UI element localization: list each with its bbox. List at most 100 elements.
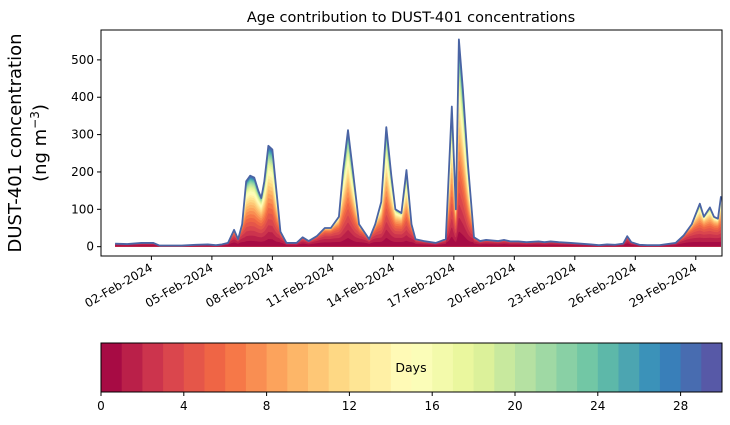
colorbar-tick-label: 28	[673, 399, 688, 413]
age-band-14	[115, 100, 721, 247]
total-series	[115, 38, 722, 247]
colorbar-swatch	[473, 343, 495, 392]
colorbar-swatch	[597, 343, 619, 392]
colorbar-tick-label: 0	[97, 399, 105, 413]
y-tick-label: 500	[71, 53, 94, 67]
colorbar-swatch	[266, 343, 288, 392]
age-band-17	[115, 85, 721, 247]
age-band-0	[115, 231, 721, 247]
age-band-layers	[115, 46, 721, 247]
colorbar-swatch	[535, 343, 557, 392]
age-band-22	[115, 65, 721, 247]
y-axis-label-line2: (ng m−3)	[28, 104, 51, 182]
x-tick-label: 08-Feb-2024	[203, 260, 276, 310]
colorbar-swatch	[370, 343, 392, 392]
x-tick-label: 20-Feb-2024	[445, 260, 518, 310]
colorbar-swatch	[494, 343, 516, 392]
age-band-4	[115, 181, 721, 247]
x-axis: 02-Feb-202405-Feb-202408-Feb-202411-Feb-…	[82, 256, 699, 310]
x-tick-label: 26-Feb-2024	[566, 260, 639, 310]
age-band-23	[115, 62, 721, 247]
colorbar-swatch	[287, 343, 309, 392]
colorbar-swatch	[411, 343, 433, 392]
y-tick-label: 0	[86, 240, 94, 254]
colorbar	[101, 343, 723, 392]
age-band-24	[115, 59, 721, 247]
colorbar-label: Days	[395, 360, 426, 375]
y-axis-label-unit: (ng m	[30, 129, 51, 182]
colorbar-swatch	[183, 343, 205, 392]
age-band-5	[115, 170, 721, 247]
colorbar-swatch	[349, 343, 371, 392]
age-band-28	[115, 49, 721, 247]
y-axis-label-close: )	[30, 104, 51, 111]
colorbar-tick-label: 8	[263, 399, 271, 413]
y-tick-label: 300	[71, 128, 94, 142]
age-band-25	[115, 56, 721, 247]
colorbar-swatch	[245, 343, 267, 392]
age-band-10	[115, 126, 721, 247]
colorbar-swatch	[639, 343, 661, 392]
colorbar-swatch	[225, 343, 247, 392]
x-tick-label: 14-Feb-2024	[324, 260, 397, 310]
y-axis-label: DUST-401 concentration (ng m−3)	[5, 33, 51, 252]
age-band-18	[115, 80, 721, 247]
age-band-15	[115, 95, 721, 247]
colorbar-tick-label: 20	[507, 399, 522, 413]
age-band-21	[115, 68, 721, 247]
colorbar-swatch	[452, 343, 474, 392]
colorbar-tick-label: 12	[342, 399, 357, 413]
age-band-29	[115, 46, 721, 247]
age-band-3	[115, 192, 721, 247]
colorbar-swatch	[163, 343, 185, 392]
colorbar-frame	[100, 342, 723, 393]
age-band-27	[115, 51, 721, 247]
age-band-13	[115, 106, 721, 247]
colorbar-tick-label: 24	[590, 399, 605, 413]
colorbar-swatch	[659, 343, 681, 392]
age-band-7	[115, 151, 721, 247]
age-band-16	[115, 90, 721, 247]
plot-frame	[100, 29, 723, 257]
colorbar-swatch	[680, 343, 702, 392]
x-tick-label: 11-Feb-2024	[264, 260, 337, 310]
colorbar-swatch	[390, 343, 412, 392]
x-tick-label: 17-Feb-2024	[385, 260, 458, 310]
colorbar-swatch	[204, 343, 226, 392]
y-tick-label: 200	[71, 165, 94, 179]
age-band-1	[115, 217, 721, 247]
x-tick-label: 02-Feb-2024	[82, 260, 155, 310]
colorbar-swatch	[142, 343, 164, 392]
colorbar-swatch	[618, 343, 640, 392]
colorbar-swatch	[432, 343, 454, 392]
colorbar-tick-label: 4	[180, 399, 188, 413]
colorbar-swatch	[121, 343, 143, 392]
x-tick-label: 23-Feb-2024	[506, 260, 579, 310]
age-band-11	[115, 119, 721, 247]
age-band-19	[115, 76, 721, 247]
y-axis-label-unit-exponent: −3	[28, 111, 42, 129]
x-tick-label: 29-Feb-2024	[627, 260, 700, 310]
age-band-12	[115, 112, 721, 247]
age-band-8	[115, 142, 721, 247]
colorbar-swatch	[515, 343, 537, 392]
x-tick-label: 05-Feb-2024	[143, 260, 216, 310]
colorbar-swatch	[577, 343, 599, 392]
chart-title: Age contribution to DUST-401 concentrati…	[247, 10, 575, 26]
age-band-20	[115, 72, 721, 247]
colorbar-swatch	[328, 343, 350, 392]
total-line	[115, 38, 722, 247]
colorbar-axis: 0 4 8 12 16 20 24 28	[97, 392, 688, 413]
age-band-9	[115, 134, 721, 247]
y-axis-label-line1: DUST-401 concentration	[5, 33, 26, 252]
colorbar-tick-label: 16	[425, 399, 440, 413]
age-band-26	[115, 53, 721, 247]
y-tick-label: 400	[71, 90, 94, 104]
colorbar-swatch	[308, 343, 330, 392]
colorbar-swatch	[556, 343, 578, 392]
y-axis: 0 100 200 300 400 500	[71, 53, 101, 254]
y-tick-label: 100	[71, 202, 94, 216]
colorbar-swatch	[701, 343, 723, 392]
colorbar-swatch	[101, 343, 123, 392]
